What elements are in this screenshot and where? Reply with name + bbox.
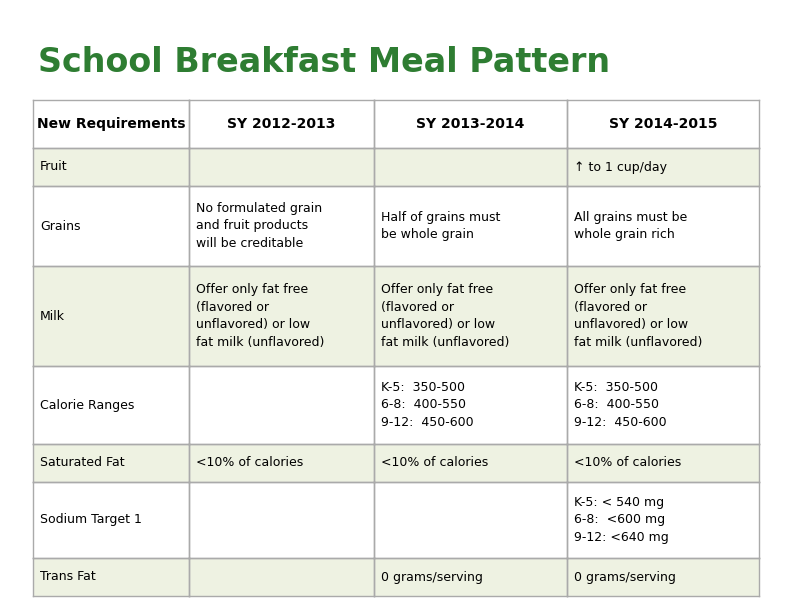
Bar <box>33 482 189 558</box>
Text: No formulated grain
and fruit products
will be creditable: No formulated grain and fruit products w… <box>196 202 322 250</box>
Bar <box>375 482 566 558</box>
Text: SY 2013-2014: SY 2013-2014 <box>417 117 524 131</box>
Bar <box>566 100 759 148</box>
Bar <box>566 482 759 558</box>
Text: Offer only fat free
(flavored or
unflavored) or low
fat milk (unflavored): Offer only fat free (flavored or unflavo… <box>196 283 325 349</box>
Bar <box>375 148 566 186</box>
Bar <box>33 148 189 186</box>
Text: Half of grains must
be whole grain: Half of grains must be whole grain <box>381 211 501 241</box>
Bar <box>189 148 375 186</box>
Bar <box>189 100 375 148</box>
Bar <box>375 444 566 482</box>
Text: New Requirements: New Requirements <box>36 117 185 131</box>
Bar <box>189 558 375 596</box>
Bar <box>189 266 375 366</box>
Text: <10% of calories: <10% of calories <box>381 457 489 469</box>
Bar <box>566 366 759 444</box>
Text: <10% of calories: <10% of calories <box>573 457 681 469</box>
Bar <box>189 186 375 266</box>
Text: 0 grams/serving: 0 grams/serving <box>573 570 676 583</box>
Text: Calorie Ranges: Calorie Ranges <box>40 398 135 411</box>
Text: Sodium Target 1: Sodium Target 1 <box>40 513 142 526</box>
Bar <box>375 366 566 444</box>
Text: Offer only fat free
(flavored or
unflavored) or low
fat milk (unflavored): Offer only fat free (flavored or unflavo… <box>381 283 509 349</box>
Bar <box>33 366 189 444</box>
Bar <box>33 186 189 266</box>
Bar <box>566 444 759 482</box>
Bar <box>566 558 759 596</box>
Bar <box>375 558 566 596</box>
Bar <box>189 366 375 444</box>
Text: SY 2012-2013: SY 2012-2013 <box>227 117 336 131</box>
Bar <box>33 444 189 482</box>
Bar <box>189 444 375 482</box>
Text: <10% of calories: <10% of calories <box>196 457 303 469</box>
Text: SY 2014-2015: SY 2014-2015 <box>608 117 717 131</box>
Bar <box>33 100 189 148</box>
Bar <box>33 558 189 596</box>
Bar <box>566 148 759 186</box>
Bar <box>566 266 759 366</box>
Text: School Breakfast Meal Pattern: School Breakfast Meal Pattern <box>38 45 610 78</box>
Text: K-5:  350-500
6-8:  400-550
9-12:  450-600: K-5: 350-500 6-8: 400-550 9-12: 450-600 <box>573 381 666 429</box>
Bar <box>375 266 566 366</box>
Text: Milk: Milk <box>40 310 65 323</box>
Text: ↑ to 1 cup/day: ↑ to 1 cup/day <box>573 160 667 173</box>
Text: Trans Fat: Trans Fat <box>40 570 96 583</box>
Bar <box>375 100 566 148</box>
Text: Saturated Fat: Saturated Fat <box>40 457 124 469</box>
Text: 0 grams/serving: 0 grams/serving <box>381 570 483 583</box>
Text: Offer only fat free
(flavored or
unflavored) or low
fat milk (unflavored): Offer only fat free (flavored or unflavo… <box>573 283 702 349</box>
Text: All grains must be
whole grain rich: All grains must be whole grain rich <box>573 211 687 241</box>
Text: K-5: < 540 mg
6-8:  <600 mg
9-12: <640 mg: K-5: < 540 mg 6-8: <600 mg 9-12: <640 mg <box>573 496 668 544</box>
Bar <box>566 186 759 266</box>
Text: K-5:  350-500
6-8:  400-550
9-12:  450-600: K-5: 350-500 6-8: 400-550 9-12: 450-600 <box>381 381 474 429</box>
Text: Grains: Grains <box>40 220 81 233</box>
Bar <box>375 186 566 266</box>
Bar <box>33 266 189 366</box>
Bar <box>189 482 375 558</box>
Text: Fruit: Fruit <box>40 160 67 173</box>
